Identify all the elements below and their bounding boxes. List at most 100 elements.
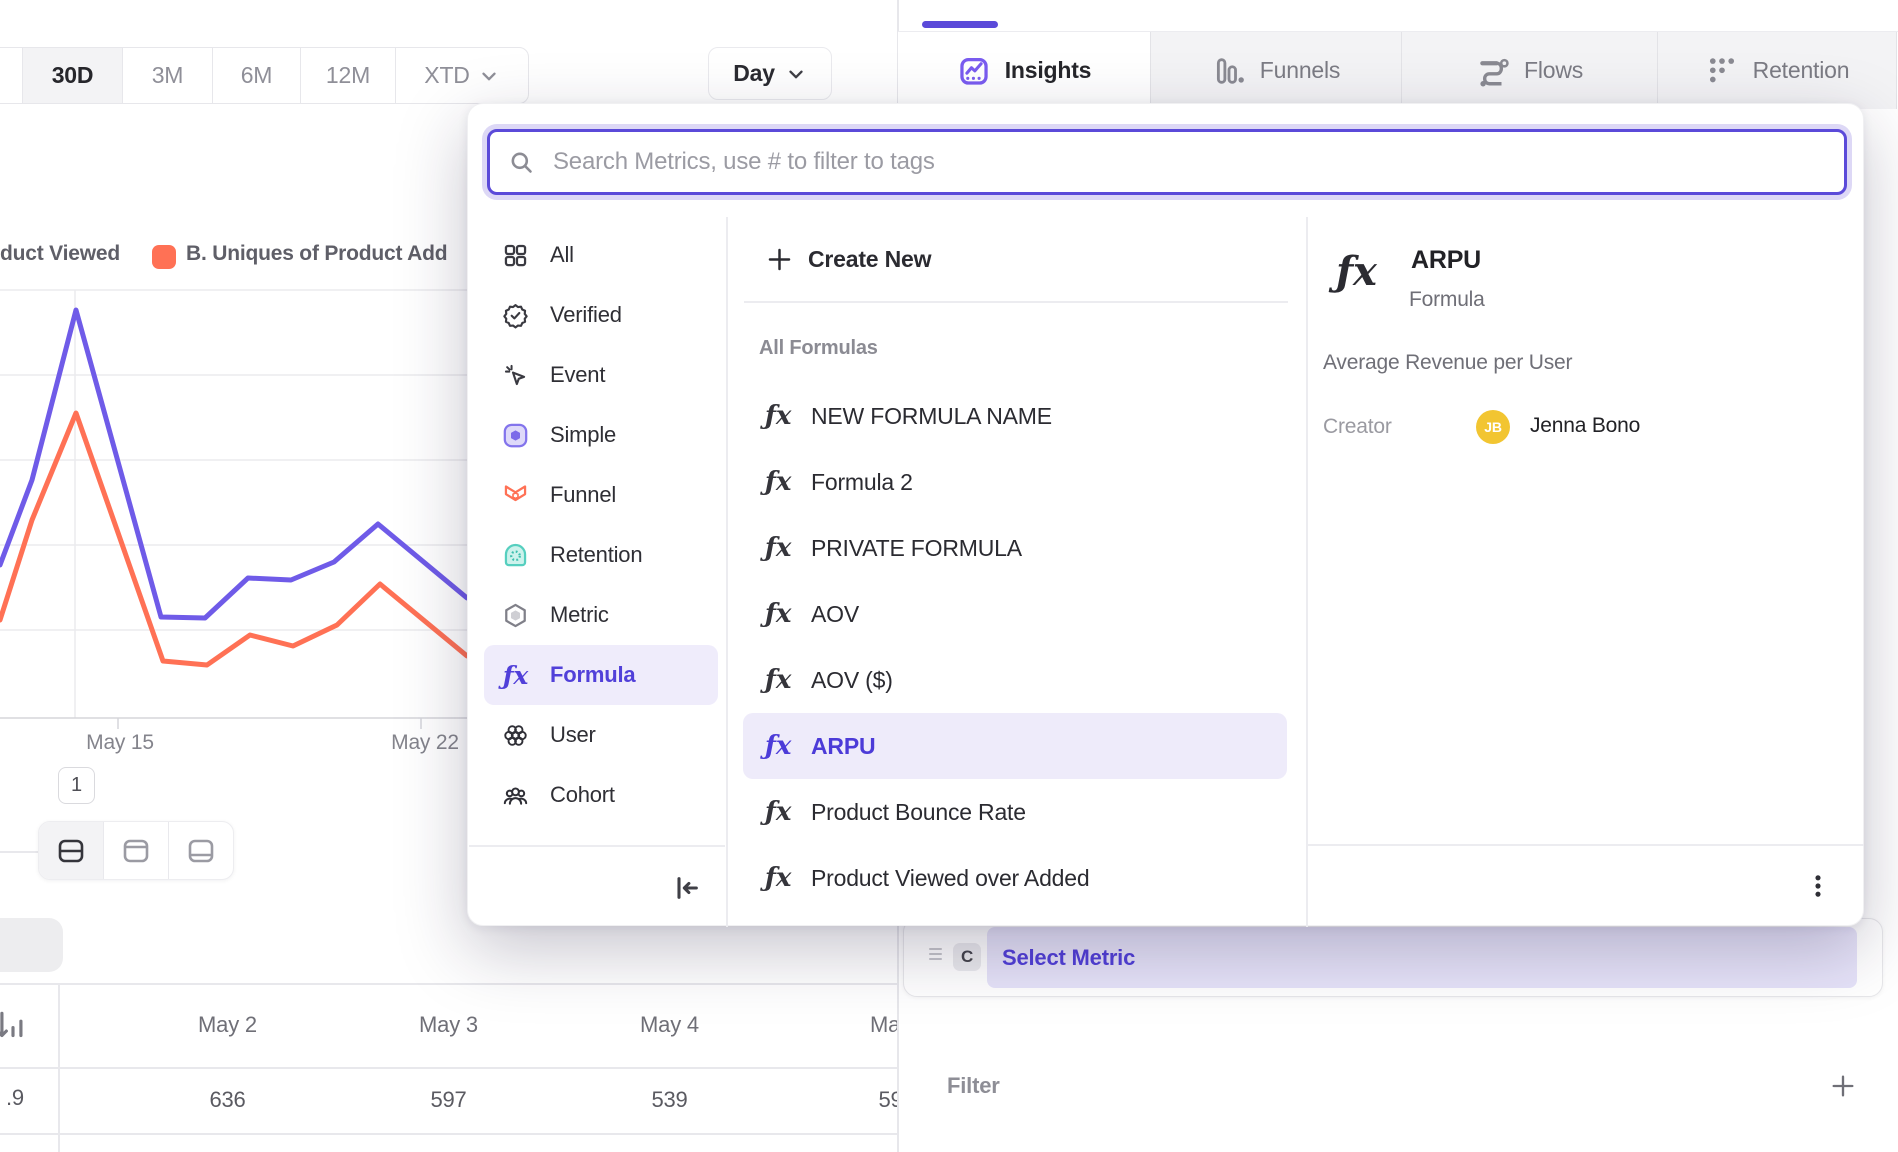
- verified-icon: [502, 302, 529, 329]
- tab-label: Flows: [1523, 57, 1584, 83]
- layout-split-icon: [54, 834, 88, 868]
- formula-icon: ƒx: [764, 467, 792, 497]
- category-label: Funnel: [550, 482, 617, 507]
- time-range-label: 6M: [240, 62, 273, 88]
- divider: [469, 845, 725, 847]
- time-range-xtd[interactable]: XTD: [396, 48, 528, 103]
- category-label: Formula: [550, 662, 636, 687]
- formula-item-product-viewed-over-added[interactable]: ƒx Product Viewed over Added: [726, 845, 1306, 911]
- layout-split-button[interactable]: [39, 822, 104, 879]
- time-range-partial[interactable]: [0, 48, 23, 103]
- flows-tab-icon: [1476, 54, 1510, 88]
- metric-row-card: C Select Metric: [903, 918, 1883, 997]
- category-user[interactable]: User: [468, 705, 726, 765]
- avatar-initials: JB: [1484, 419, 1502, 435]
- category-metric[interactable]: Metric: [468, 585, 726, 645]
- category-label: Verified: [550, 302, 622, 327]
- category-label: Retention: [550, 542, 643, 567]
- collapse-sidebar-button[interactable]: [671, 872, 703, 904]
- formula-item-aov[interactable]: ƒx AOV: [726, 581, 1306, 647]
- formula-item-aov[interactable]: ƒx AOV ($): [726, 647, 1306, 713]
- category-label: Simple: [550, 422, 617, 447]
- metric-position-badge: C: [953, 943, 981, 971]
- category-funnel[interactable]: Funnel: [468, 465, 726, 525]
- category-label: Cohort: [550, 782, 615, 807]
- formula-icon: ƒx: [764, 863, 792, 893]
- formula-label: Formula 2: [811, 468, 913, 495]
- category-verified[interactable]: Verified: [468, 285, 726, 345]
- formula-icon: ƒx: [764, 401, 792, 431]
- tab-flows[interactable]: Flows: [1402, 32, 1658, 109]
- category-cohort[interactable]: Cohort: [468, 765, 726, 825]
- formula-label: AOV ($): [811, 666, 893, 693]
- more-options-button[interactable]: [1804, 872, 1832, 900]
- layout-bottom-icon: [184, 834, 218, 868]
- table-border: [0, 1067, 898, 1069]
- retention-tab-icon: [1705, 54, 1739, 88]
- divider: [1306, 217, 1308, 927]
- active-tab-indicator: [922, 21, 998, 28]
- time-range-12m[interactable]: 12M: [301, 48, 396, 103]
- category-event[interactable]: Event: [468, 345, 726, 405]
- formula-item-new-formula-name[interactable]: ƒx NEW FORMULA NAME: [726, 383, 1306, 449]
- layout-bottom-button[interactable]: [169, 822, 233, 879]
- detail-title: ARPU: [1411, 246, 1482, 274]
- divider: [1306, 844, 1864, 846]
- category-list: All Verified Event Simple Funnel Retention Met…: [468, 225, 726, 825]
- pagination-page-button[interactable]: 1: [58, 767, 95, 804]
- detail-type: Formula: [1409, 288, 1485, 311]
- formula-label: AOV: [811, 600, 859, 627]
- line-chart: [0, 289, 467, 729]
- formula-item-arpu[interactable]: ƒx ARPU: [743, 713, 1287, 779]
- time-range-group: 30D 3M 6M 12M XTD: [0, 47, 529, 104]
- time-range-3m[interactable]: 3M: [123, 48, 213, 103]
- search-input[interactable]: [551, 147, 1844, 177]
- tab-retention[interactable]: Retention: [1658, 32, 1897, 109]
- tab-bar: Insights Funnels Flows Retention: [898, 31, 1898, 109]
- divider: [0, 851, 38, 853]
- table-cell-partial: .9: [6, 1085, 24, 1110]
- drag-handle-icon[interactable]: [929, 948, 942, 960]
- time-range-6m[interactable]: 6M: [213, 48, 301, 103]
- creator-label: Creator: [1323, 415, 1392, 438]
- category-retention[interactable]: Retention: [468, 525, 726, 585]
- formula-item-product-bounce-rate[interactable]: ƒx Product Bounce Rate: [726, 779, 1306, 845]
- category-all[interactable]: All: [468, 225, 726, 285]
- tab-insights[interactable]: Insights: [898, 32, 1151, 109]
- table-header-row: May 2 May 3 May 4 May: [0, 983, 911, 1067]
- table-header-cell[interactable]: May 2: [198, 1012, 257, 1037]
- select-metric-button[interactable]: Select Metric: [987, 927, 1857, 988]
- chart-axis: [0, 717, 467, 729]
- create-new-button[interactable]: Create New: [766, 235, 931, 283]
- category-formula[interactable]: ƒx Formula: [484, 645, 718, 705]
- table-column-divider: [58, 983, 60, 1152]
- layout-top-icon: [119, 834, 153, 868]
- time-range-label: 3M: [151, 62, 184, 88]
- table-header-cell[interactable]: May 4: [640, 1012, 699, 1037]
- table-corner-tab: [0, 918, 63, 972]
- table-header-cell[interactable]: May 3: [419, 1012, 478, 1037]
- granularity-label: Day: [733, 60, 775, 86]
- time-range-label: 12M: [325, 62, 371, 88]
- chevron-down-icon: [478, 65, 500, 87]
- add-filter-button[interactable]: [1829, 1072, 1857, 1100]
- tab-funnels[interactable]: Funnels: [1151, 32, 1402, 109]
- series-line-duct-viewed: [0, 307, 467, 621]
- granularity-button[interactable]: Day: [708, 47, 832, 100]
- formula-item-formula-2[interactable]: ƒx Formula 2: [726, 449, 1306, 515]
- legend-item-b: B. Uniques of Product Add: [186, 242, 448, 265]
- layout-toggle-group: [38, 821, 234, 880]
- select-metric-label: Select Metric: [1002, 944, 1136, 970]
- chevron-down-icon: [785, 63, 807, 85]
- retention-cat-icon: [502, 542, 529, 569]
- section-header: All Formulas: [759, 337, 878, 359]
- category-simple[interactable]: Simple: [468, 405, 726, 465]
- formula-icon: ƒx: [1336, 248, 1377, 295]
- layout-top-button[interactable]: [104, 822, 169, 879]
- creator-name: Jenna Bono: [1530, 414, 1641, 437]
- metric-icon: [502, 602, 529, 629]
- formula-item-private-formula[interactable]: ƒx PRIVATE FORMULA: [726, 515, 1306, 581]
- time-range-30d[interactable]: 30D: [23, 48, 123, 103]
- formula-icon: ƒx: [764, 599, 792, 629]
